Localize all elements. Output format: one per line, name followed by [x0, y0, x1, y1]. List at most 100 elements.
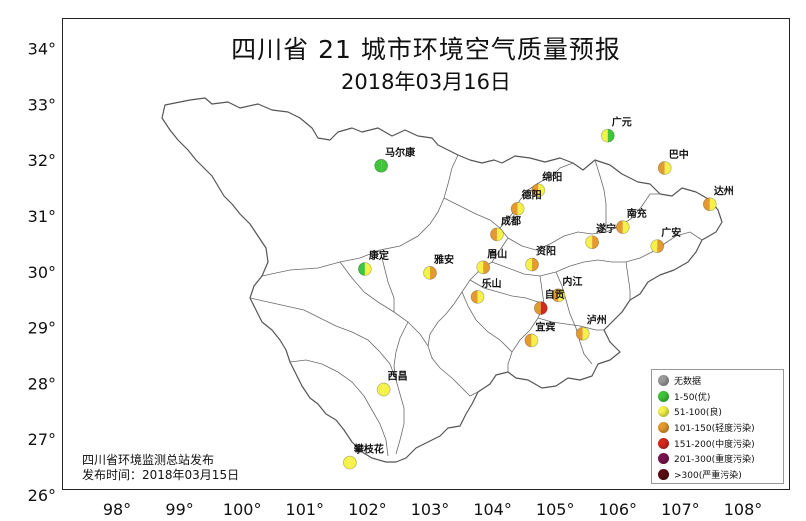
legend-label: >300(严重污染) [674, 470, 742, 481]
city-marker-left-half [476, 260, 484, 274]
city-marker-ring [525, 257, 539, 272]
city-marker-right-half [477, 290, 485, 304]
latitude-tick-label: 29° [28, 319, 56, 338]
city-marker-left-half [551, 288, 559, 302]
city-marker-ring [657, 161, 672, 175]
city-marker[interactable]: 德阳 [510, 189, 542, 216]
source-publish-time: 发布时间：2018年03月15日 [82, 468, 240, 482]
city-marker-ring [615, 220, 630, 235]
city-marker[interactable]: 康定 [357, 249, 389, 276]
legend-label: 51-100(良) [674, 408, 722, 419]
latitude-tick-label: 32° [28, 151, 56, 170]
city-marker[interactable]: 成都 [490, 214, 521, 242]
city-marker[interactable]: 西昌 [376, 371, 408, 397]
city-marker-left-half [531, 183, 539, 197]
city-marker-left-half [343, 456, 350, 470]
city-label: 自贡 [545, 288, 565, 301]
city-marker-left-half [585, 235, 593, 249]
city-marker-left-half [616, 220, 623, 234]
legend-item: 101-150(轻度污染) [658, 420, 783, 436]
city-marker-left-half [358, 262, 365, 276]
legend-item: 1-50(优) [658, 389, 783, 405]
city-marker-left-half [650, 239, 658, 253]
city-marker[interactable]: 宜宾 [524, 320, 556, 348]
city-marker[interactable]: 南充 [615, 207, 647, 235]
city-label: 资阳 [536, 245, 556, 258]
city-marker-right-half [532, 258, 539, 272]
city-marker-right-half [483, 260, 490, 274]
city-marker-right-half [381, 159, 388, 173]
city-label: 西昌 [388, 371, 408, 383]
city-marker[interactable]: 雅安 [423, 253, 455, 280]
city-marker-left-half [601, 129, 608, 143]
longitude-tick-label: 108° [724, 500, 763, 519]
map-title: 四川省 21 城市环境空气质量预报 [231, 35, 621, 64]
city-marker-ring [490, 227, 504, 242]
longitude-tick-label: 100° [223, 500, 262, 519]
city-marker-right-half [622, 220, 630, 234]
city-label: 内江 [562, 275, 582, 288]
city-marker-left-half [511, 202, 518, 216]
longitude-tick-label: 107° [661, 500, 700, 519]
city-marker-right-half [582, 327, 590, 341]
source-note: 四川省环境监测总站发布 发布时间：2018年03月15日 [82, 453, 239, 483]
city-marker-right-half [558, 288, 565, 302]
city-marker-ring [702, 197, 717, 212]
city-label: 攀枝花 [353, 443, 384, 456]
city-marker-left-half [374, 159, 382, 173]
legend-swatch [658, 406, 669, 418]
city-marker-right-half [664, 161, 672, 175]
city-label: 眉山 [487, 247, 507, 260]
city-marker-left-half [658, 161, 665, 175]
city-marker[interactable]: 绵阳 [531, 170, 563, 198]
longitude-tick-label: 103° [411, 500, 450, 519]
city-marker[interactable]: 遂宁 [585, 222, 617, 250]
city-marker-left-half [703, 197, 710, 211]
city-marker[interactable]: 乐山 [470, 277, 502, 304]
city-marker[interactable]: 眉山 [476, 247, 508, 275]
city-marker-right-half [709, 197, 717, 211]
legend-swatch [658, 437, 669, 449]
city-marker-ring [476, 260, 491, 275]
city-marker[interactable]: 内江 [551, 275, 583, 303]
city-marker-right-half [364, 262, 372, 276]
city-marker[interactable]: 资阳 [525, 245, 557, 272]
city-marker-ring [376, 382, 391, 397]
city-marker[interactable]: 达州 [702, 184, 734, 212]
legend-label: 101-150(轻度污染) [674, 424, 755, 435]
longitude-tick-label: 99° [165, 500, 193, 519]
legend-swatch [658, 390, 669, 402]
city-label: 德阳 [521, 189, 542, 202]
map-date: 2018年03月16日 [341, 70, 511, 94]
city-marker-left-half [377, 383, 384, 397]
city-marker-ring [531, 183, 546, 198]
city-label: 绵阳 [542, 170, 562, 183]
city-marker-right-half [657, 239, 664, 253]
city-marker[interactable]: 马尔康 [374, 146, 416, 173]
legend-label: 1-50(优) [674, 392, 711, 403]
city-marker-right-half [517, 202, 525, 216]
city-marker-right-half [607, 129, 615, 143]
city-label: 广安 [661, 226, 681, 239]
legend-item: 151-200(中度污染) [658, 435, 783, 451]
city-marker[interactable]: 广安 [650, 226, 682, 254]
longitude-tick-label: 98° [103, 500, 131, 519]
city-marker[interactable]: 广元 [600, 116, 632, 143]
city-marker[interactable]: 攀枝花 [342, 443, 384, 470]
city-label: 遂宁 [596, 222, 616, 235]
city-marker[interactable]: 自贡 [533, 288, 565, 315]
city-label: 巴中 [669, 148, 689, 161]
axis-labels: 98° 99° 100° 101° 102° 103° 104° 105° 106° 107° 10… [28, 40, 763, 519]
source-publisher: 四川省环境监测总站发布 [82, 453, 215, 467]
city-marker[interactable]: 巴中 [657, 148, 689, 175]
legend-item: 51-100(良) [658, 404, 783, 420]
city-marker-left-half [534, 301, 541, 315]
city-marker-ring [650, 239, 665, 254]
city-label: 泸州 [587, 314, 607, 327]
city-marker[interactable]: 泸州 [575, 314, 607, 341]
city-label: 乐山 [482, 277, 502, 290]
longitude-tick-label: 104° [473, 500, 512, 519]
longitude-tick-label: 105° [536, 500, 575, 519]
